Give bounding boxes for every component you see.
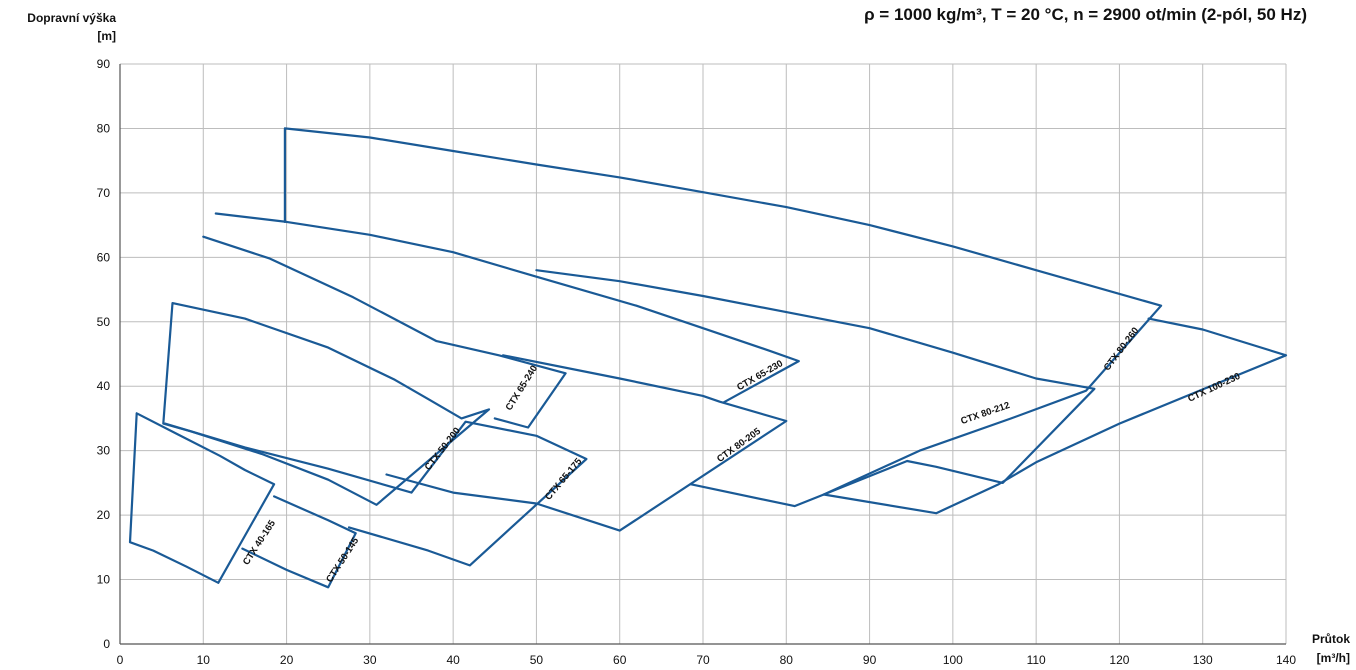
- y-tick-label: 90: [97, 57, 111, 71]
- y-tick-label: 80: [97, 121, 111, 135]
- x-tick-label: 70: [696, 653, 710, 667]
- x-tick-label: 120: [1109, 653, 1129, 667]
- x-tick-label: 30: [363, 653, 377, 667]
- label-ctx-50-145: CTX 50-145: [324, 535, 362, 585]
- label-ctx-50-200: CTX 50-200: [423, 426, 463, 473]
- x-tick-label: 50: [530, 653, 544, 667]
- x-tick-label: 10: [197, 653, 211, 667]
- x-tick-label: 110: [1027, 653, 1046, 667]
- x-tick-label: 80: [780, 653, 794, 667]
- field-ctx-80-205: [385, 354, 788, 532]
- x-tick-label: 60: [613, 653, 627, 667]
- x-tick-label: 140: [1276, 653, 1296, 667]
- x-tick-label: 40: [446, 653, 460, 667]
- field-ctx-80-260: [283, 127, 1163, 496]
- x-tick-label: 20: [280, 653, 294, 667]
- label-ctx-80-260: CTX 80-260: [1102, 326, 1142, 374]
- y-tick-label: 0: [103, 637, 110, 651]
- label-ctx-80-212: CTX 80-212: [959, 400, 1011, 427]
- label-ctx-65-230: CTX 65-230: [735, 358, 785, 393]
- field-ctx-65-240: [202, 235, 567, 429]
- y-tick-label: 10: [97, 573, 111, 587]
- label-ctx-40-165: CTX 40-165: [241, 518, 279, 568]
- field-ctx-65-175: [163, 420, 588, 567]
- label-ctx-100-230: CTX 100-230: [1186, 371, 1242, 405]
- x-axis-title-line1: Průtok: [1312, 632, 1350, 646]
- field-ctx-65-230: [214, 212, 800, 404]
- y-tick-label: 60: [97, 250, 111, 264]
- field-ctx-100-230: [822, 317, 1288, 515]
- y-axis-title-line1: Dopravní výška: [27, 11, 116, 25]
- field-ctx-50-145: [241, 495, 357, 589]
- label-ctx-80-205: CTX 80-205: [715, 426, 763, 465]
- pump-fields: [128, 127, 1288, 589]
- label-ctx-65-240: CTX 65-240: [504, 363, 540, 412]
- field-ctx-50-200: [162, 302, 491, 506]
- chart-title: ρ = 1000 kg/m³, T = 20 °C, n = 2900 ot/m…: [864, 5, 1307, 24]
- y-tick-label: 50: [97, 315, 111, 329]
- y-axis-title-line2: [m]: [97, 29, 116, 43]
- y-tick-label: 70: [97, 186, 111, 200]
- pump-field-labels: CTX 40-165 CTX 50-145 CTX 50-200 CTX 65-240…: [241, 326, 1242, 585]
- grid: [120, 63, 1287, 644]
- axes: [119, 64, 1286, 645]
- y-tick-label: 40: [97, 379, 111, 393]
- x-tick-label: 100: [943, 653, 963, 667]
- x-tick-label: 130: [1193, 653, 1213, 667]
- tick-labels: 0 10 20 30 40 50 60 70 80 90 100 110 120 130 140 0 10 20 3…: [97, 57, 1297, 667]
- x-tick-label: 0: [117, 653, 124, 667]
- field-ctx-40-165: [128, 412, 276, 584]
- y-tick-label: 30: [97, 444, 111, 458]
- x-tick-label: 90: [863, 653, 877, 667]
- y-tick-label: 20: [97, 508, 111, 522]
- label-ctx-65-175: CTX 65-175: [543, 456, 585, 503]
- x-axis-title-line2: [m³/h]: [1317, 651, 1350, 665]
